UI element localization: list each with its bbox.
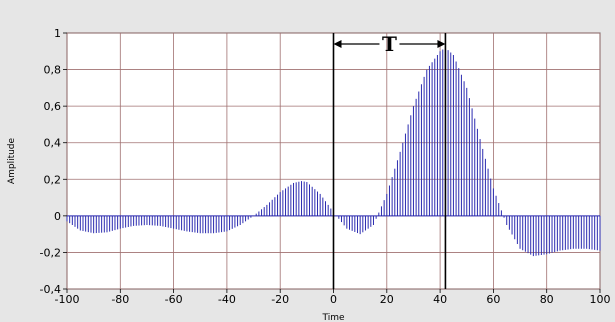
x-tick-label: 0 xyxy=(330,293,337,306)
y-tick-label: 0,2 xyxy=(44,173,62,186)
x-tick-label: -40 xyxy=(218,293,236,306)
y-tick-label: 0 xyxy=(54,210,61,223)
time-markers xyxy=(332,33,447,289)
y-tick-label: -0,2 xyxy=(40,246,61,259)
stem-series xyxy=(66,47,601,257)
arrowhead-right xyxy=(437,39,446,48)
x-tick-label: 80 xyxy=(540,293,554,306)
y-tick-label: 0,4 xyxy=(44,137,62,150)
x-tick-label: 20 xyxy=(380,293,394,306)
y-tick-label: -0,4 xyxy=(40,283,61,296)
x-tick-label: 60 xyxy=(486,293,500,306)
x-tick-label: 40 xyxy=(433,293,447,306)
x-tick-label: 100 xyxy=(590,293,611,306)
x-axis-label: Time xyxy=(321,313,344,322)
y-tick-labels: -0,4 -0,2 0 0,2 0,4 0,6 0,8 1 xyxy=(40,27,67,296)
period-annotation: T xyxy=(333,32,446,56)
arrowhead-left xyxy=(333,39,342,48)
x-tick-labels: -100 -80 -60 -40 -20 0 20 40 60 80 100 xyxy=(55,289,611,306)
annotation-label: T xyxy=(382,32,397,56)
y-tick-label: 1 xyxy=(54,27,61,40)
y-tick-label: 0,8 xyxy=(44,64,62,77)
y-axis-label: Amplitude xyxy=(7,137,17,184)
y-tick-label: 0,6 xyxy=(44,100,62,113)
x-tick-label: -20 xyxy=(271,293,289,306)
x-tick-label: -100 xyxy=(55,293,80,306)
x-tick-label: -60 xyxy=(165,293,183,306)
x-tick-label: -80 xyxy=(111,293,129,306)
